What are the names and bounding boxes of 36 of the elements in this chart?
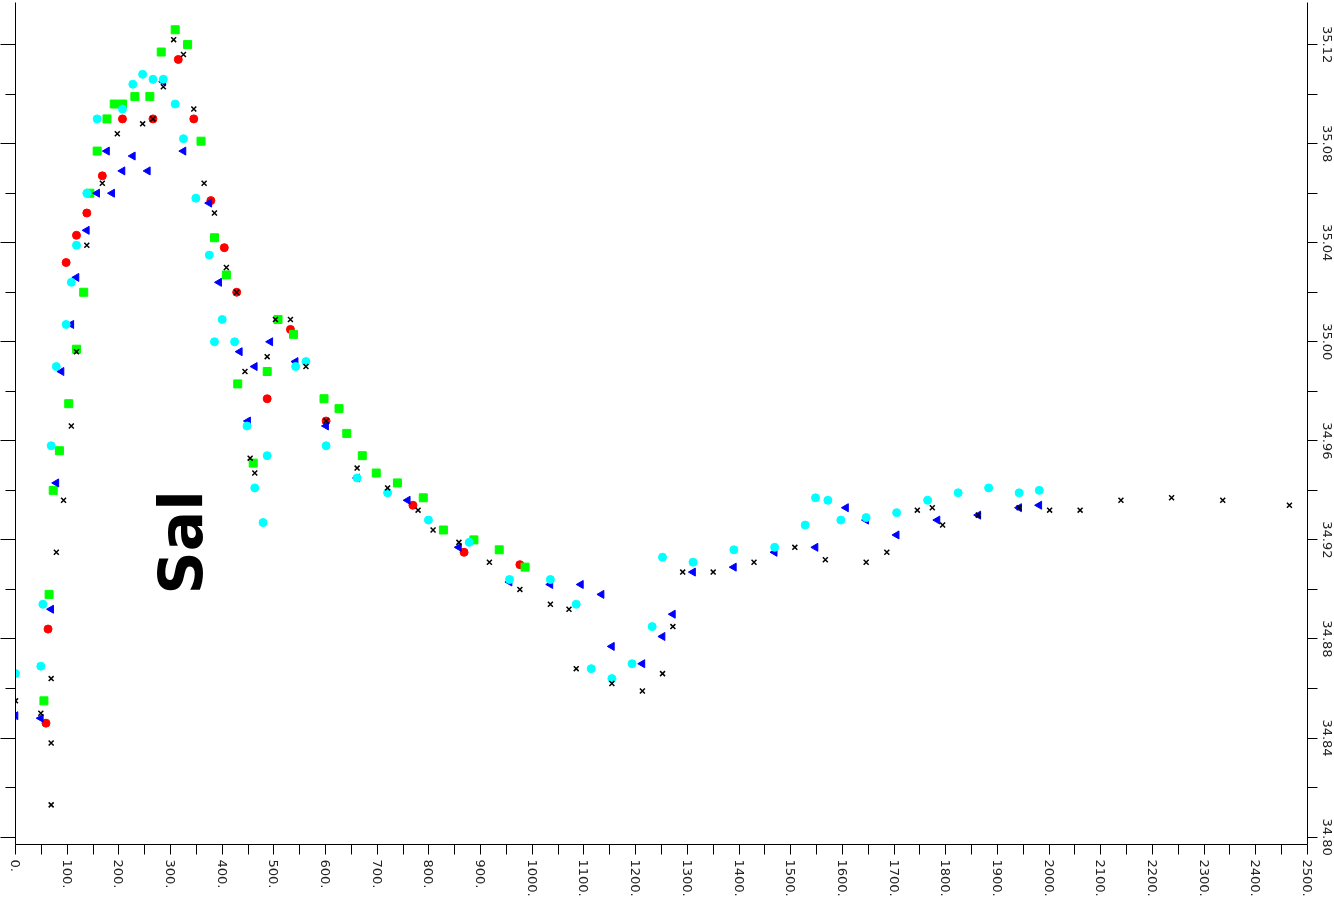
x-tick-label: 0. — [8, 859, 23, 872]
y-tick-label: 35.04 — [1319, 224, 1334, 262]
annotation: Sal — [145, 490, 216, 595]
x-tick-label: 1800. — [938, 859, 954, 897]
x-tick-label: 600. — [318, 859, 334, 889]
y-tick-label: 34.96 — [1319, 422, 1334, 460]
x-tick-label: 2000. — [1041, 859, 1057, 897]
y-tick-label: 34.84 — [1319, 719, 1334, 757]
y-tick-label: 35.00 — [1319, 323, 1334, 361]
x-tick-label: 2400. — [1248, 859, 1264, 897]
x-tick-label: 300. — [163, 859, 179, 889]
x-tick-label: 1200. — [628, 859, 644, 897]
x-tick-label: 100. — [59, 859, 75, 889]
y-tick-label: 34.88 — [1319, 620, 1334, 658]
x-tick-label: 2500. — [1300, 859, 1315, 897]
x-tick-label: 800. — [421, 859, 437, 889]
y-tick-label: 35.12 — [1319, 25, 1334, 64]
x-tick-label: 1900. — [989, 859, 1005, 897]
x-tick-label: 1000. — [524, 859, 540, 897]
x-tick-label: 400. — [214, 859, 230, 889]
x-tick-label: 500. — [266, 859, 282, 889]
x-tick-label: 700. — [369, 859, 385, 889]
x-tick-label: 200. — [111, 859, 127, 889]
y-tick-label: 34.80 — [1319, 818, 1334, 856]
x-tick-label: 900. — [473, 859, 489, 889]
x-tick-label: 1600. — [834, 859, 850, 897]
x-tick-label: 2300. — [1196, 859, 1212, 897]
y-tick-label: 34.92 — [1319, 521, 1334, 559]
x-tick-label: 1100. — [576, 859, 592, 897]
x-tick-label: 1700. — [886, 859, 902, 897]
x-tick-label: 1500. — [783, 859, 799, 897]
x-tick-label: 2100. — [1093, 859, 1109, 897]
x-tick-label: 2200. — [1144, 859, 1160, 897]
x-tick-label: 1300. — [679, 859, 695, 897]
x-tick-label: 1400. — [731, 859, 747, 897]
y-tick-label: 35.08 — [1319, 125, 1334, 163]
